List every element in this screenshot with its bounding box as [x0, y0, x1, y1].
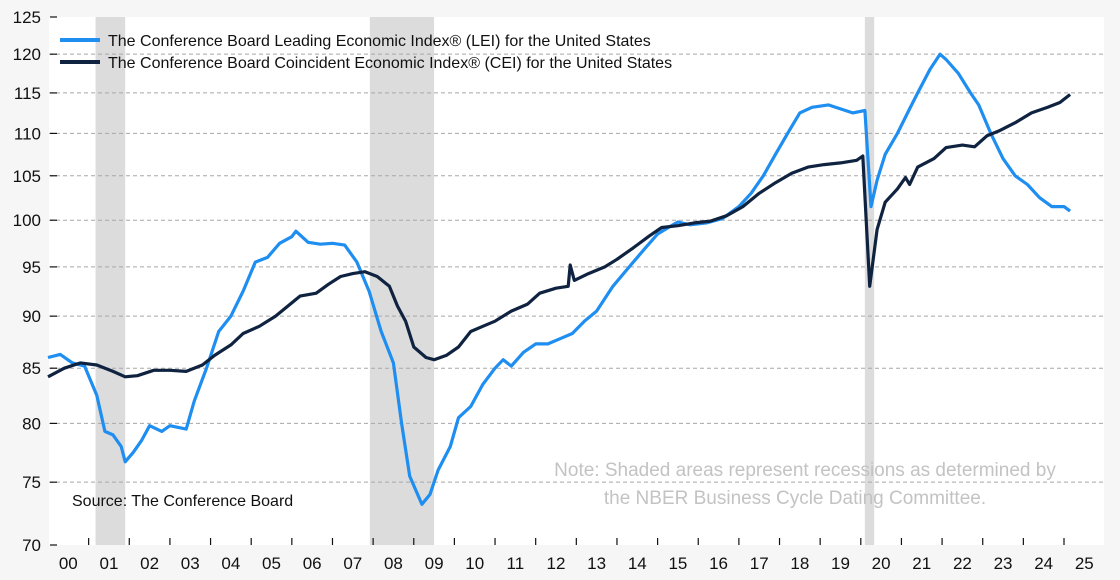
x-tick-label: 03 [181, 554, 200, 573]
recession-note-line1: Note: Shaded areas represent recessions … [554, 460, 1056, 481]
x-tick-label: 01 [99, 554, 118, 573]
x-tick-label: 07 [343, 554, 362, 573]
source-note: Source: The Conference Board [72, 493, 293, 510]
x-tick-label: 13 [587, 554, 606, 573]
x-tick-label: 04 [221, 554, 240, 573]
y-tick-label: 125 [13, 8, 41, 27]
x-tick-label: 06 [303, 554, 322, 573]
recession-note-line2: the NBER Business Cycle Dating Committee… [604, 488, 986, 509]
x-tick-label: 24 [1034, 554, 1053, 573]
x-tick-label: 14 [628, 554, 647, 573]
y-tick-label: 100 [13, 211, 41, 230]
x-tick-label: 05 [262, 554, 281, 573]
x-tick-label: 17 [750, 554, 769, 573]
x-tick-label: 19 [831, 554, 850, 573]
y-tick-label: 75 [22, 473, 41, 492]
legend: The Conference Board Leading Economic In… [60, 33, 672, 72]
y-tick-label: 115 [14, 84, 41, 103]
x-tick-label: 15 [668, 554, 687, 573]
x-axis: 00 01 02 03 04 05 06 07 08 09 10 11 12 13 14 15 16 17 18 19… [59, 538, 1094, 573]
x-tick-label: 18 [790, 554, 809, 573]
y-tick-label: 90 [22, 307, 41, 326]
recession-band [369, 17, 435, 545]
y-tick-label: 120 [13, 45, 41, 64]
x-tick-label: 25 [1075, 554, 1094, 573]
y-tick-label: 80 [22, 414, 41, 433]
cei-series-line [47, 93, 1072, 379]
x-tick-label: 23 [994, 554, 1013, 573]
legend-label-lei: The Conference Board Leading Economic In… [108, 33, 651, 50]
series-lines [47, 52, 1072, 506]
x-tick-label: 10 [465, 554, 484, 573]
recession-band [95, 17, 126, 545]
y-axis: 70 75 80 85 90 95 100 105 110 115 120 125 [13, 8, 57, 555]
x-tick-label: 08 [384, 554, 403, 573]
x-tick-label: 12 [547, 554, 566, 573]
x-tick-label: 22 [953, 554, 972, 573]
x-tick-label: 11 [507, 554, 525, 573]
x-tick-label: 02 [140, 554, 159, 573]
y-tick-label: 70 [22, 536, 41, 555]
x-tick-label: 00 [59, 554, 78, 573]
x-tick-label: 21 [912, 554, 931, 573]
y-tick-label: 85 [22, 359, 41, 378]
y-tick-label: 95 [22, 258, 41, 277]
y-tick-label: 105 [13, 167, 41, 186]
legend-label-cei: The Conference Board Coincident Economic… [108, 55, 672, 72]
x-tick-label: 20 [872, 554, 891, 573]
x-tick-label: 16 [709, 554, 728, 573]
gridlines [49, 53, 1104, 483]
x-tick-label: 09 [425, 554, 444, 573]
y-tick-label: 110 [14, 124, 41, 143]
lei-series-line [47, 52, 1072, 506]
